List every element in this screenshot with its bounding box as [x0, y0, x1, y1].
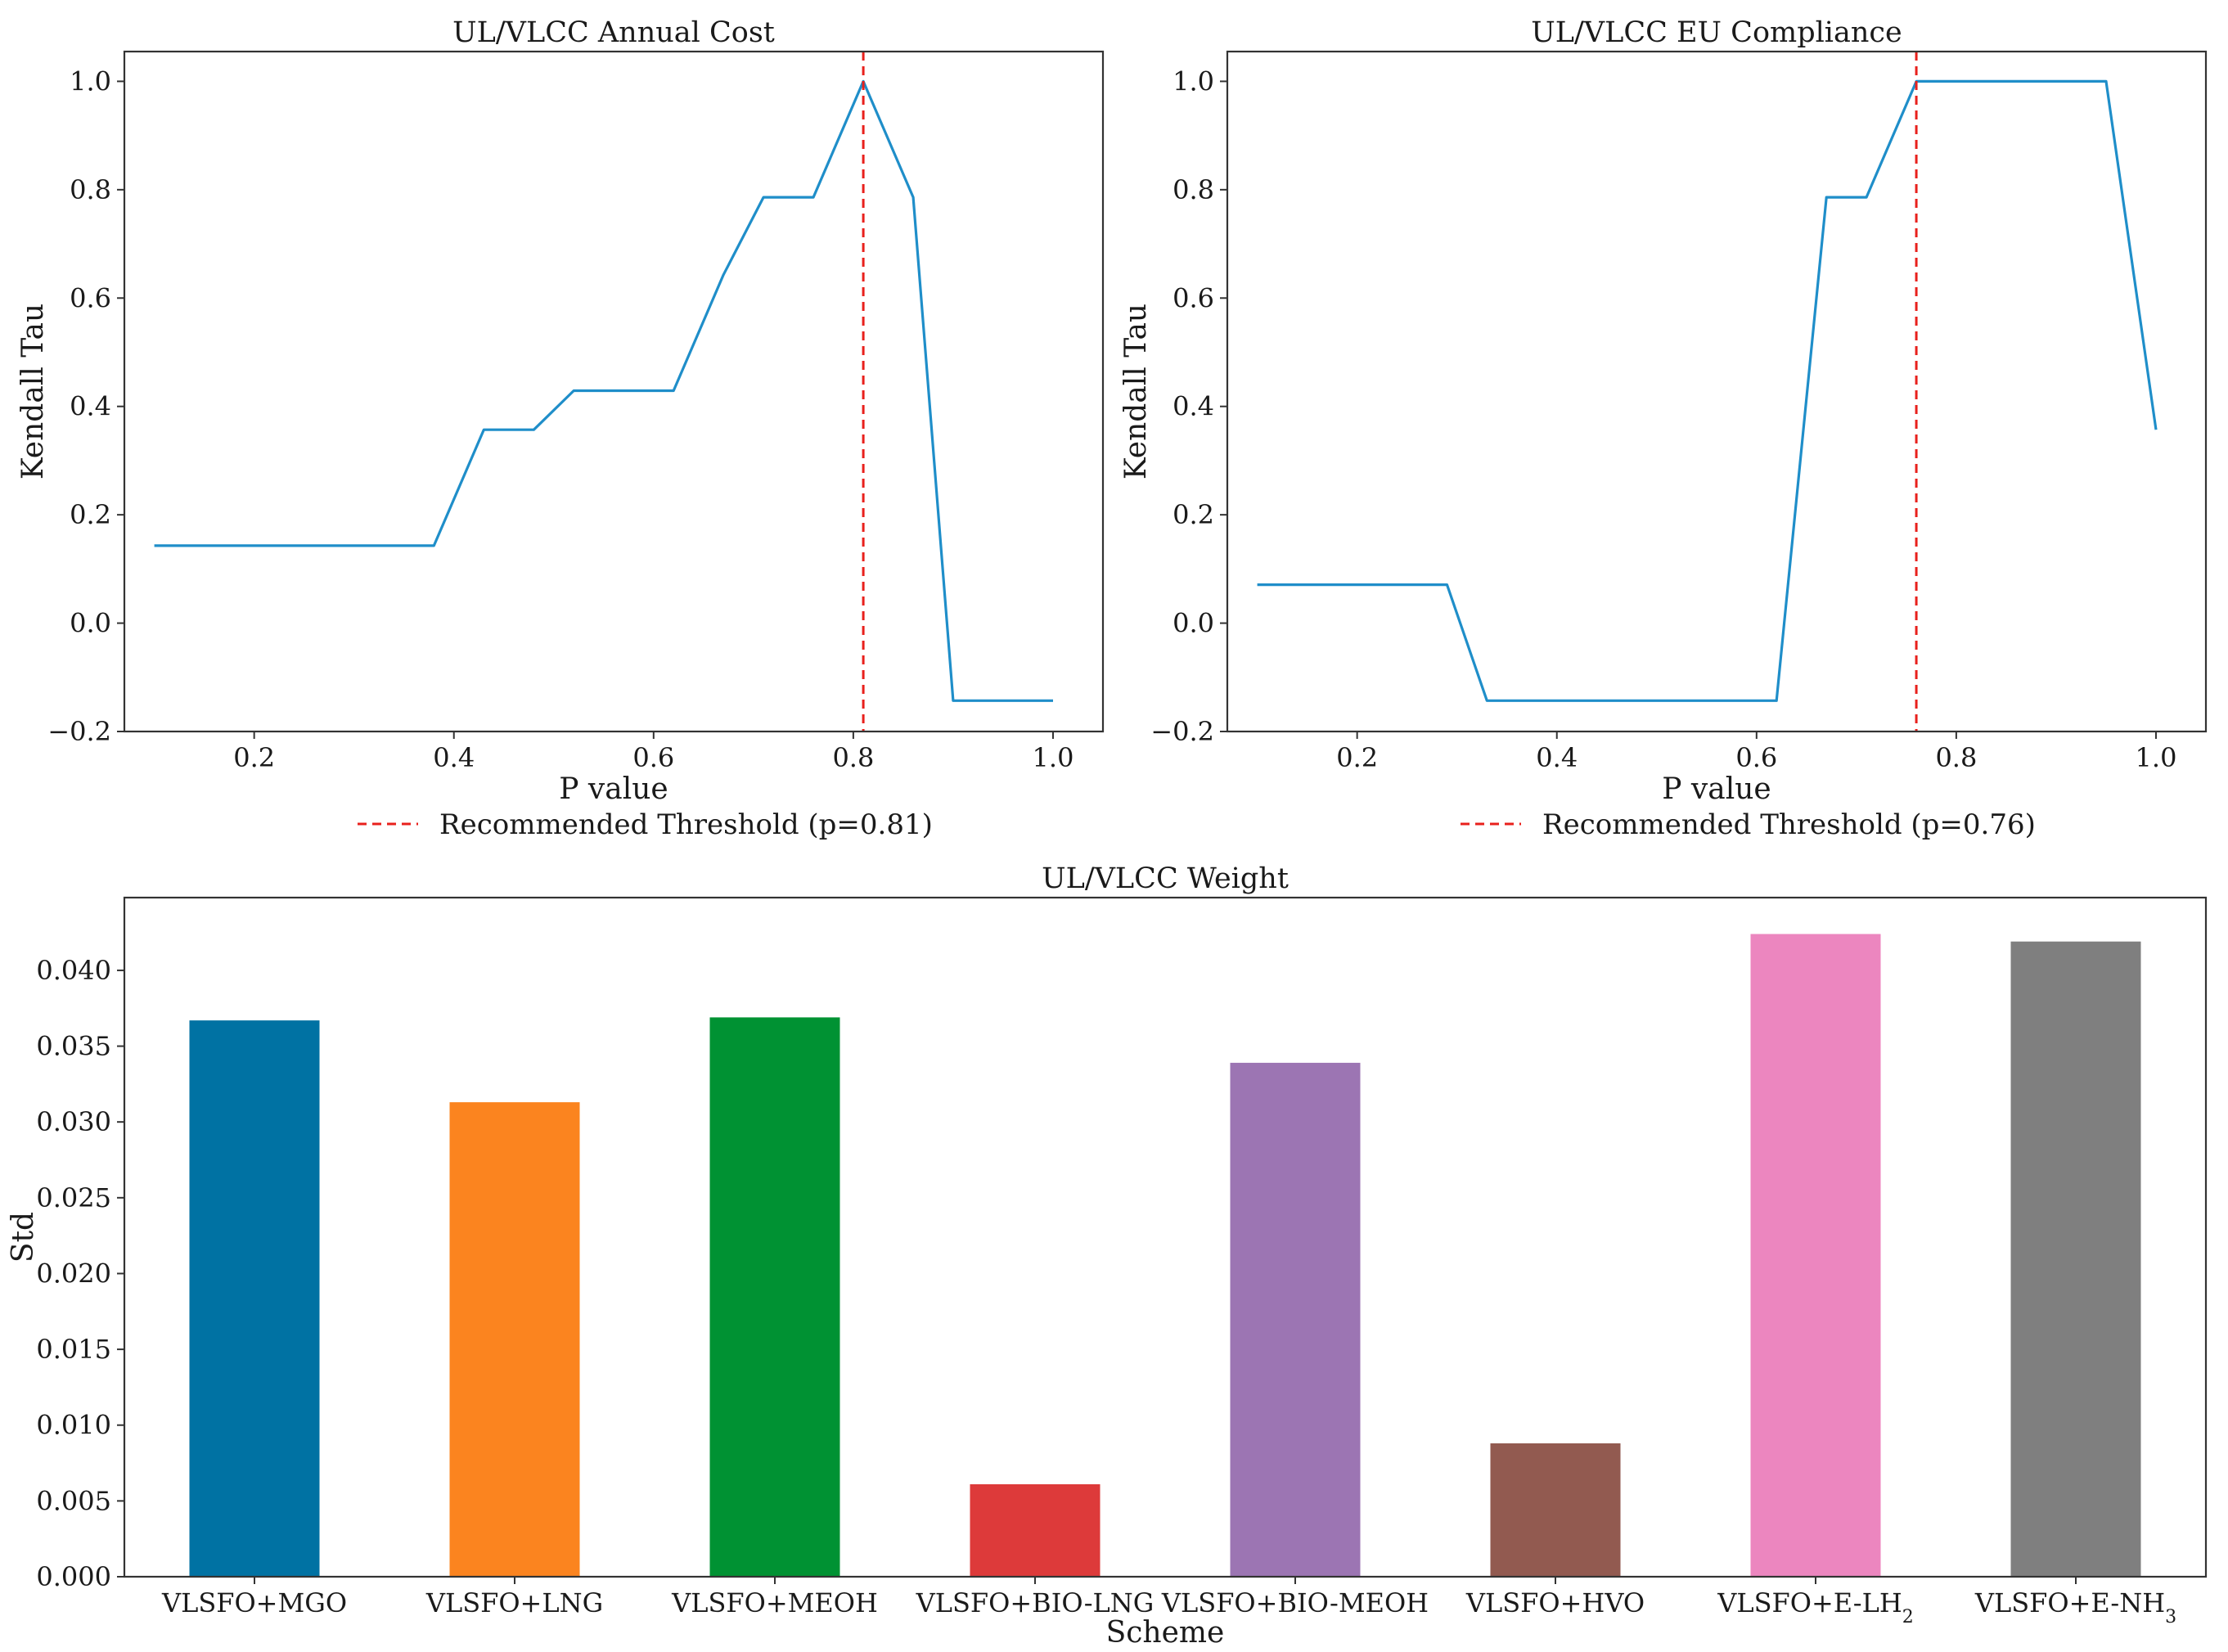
category-label-main: VLSFO+E-NH — [1974, 1587, 2165, 1618]
x-tick-label: 0.8 — [1935, 742, 1977, 773]
kendall-tau-line — [1257, 79, 2158, 702]
bar — [709, 1017, 840, 1577]
x-tick-label: 0.4 — [1536, 742, 1578, 773]
category-label-main: VLSFO+BIO-MEOH — [1161, 1587, 1429, 1618]
y-tick-label: 1.0 — [70, 65, 111, 97]
y-tick-label: 0.6 — [1173, 282, 1214, 313]
y-tick-label: 0.8 — [70, 174, 111, 205]
category-label-main: VLSFO+LNG — [425, 1587, 603, 1618]
category-label: VLSFO+HVO — [1465, 1587, 1645, 1618]
category-label: VLSFO+LNG — [425, 1587, 603, 1618]
y-tick-label: 0.030 — [36, 1106, 111, 1137]
chart-title: UL/VLCC Annual Cost — [452, 16, 775, 49]
y-tick-label: 0.2 — [70, 499, 111, 530]
y-tick-label: 0.0 — [70, 608, 111, 639]
y-tick-label: 0.005 — [36, 1485, 111, 1516]
x-axis-label: P value — [559, 772, 668, 806]
category-label-main: VLSFO+HVO — [1465, 1587, 1645, 1618]
category-label-main: VLSFO+E-LH — [1717, 1587, 1902, 1618]
x-tick-label: 1.0 — [1033, 742, 1074, 773]
category-label: VLSFO+E-LH2 — [1717, 1587, 1913, 1627]
x-tick-label: 0.2 — [233, 742, 275, 773]
category-label: VLSFO+E-NH3 — [1974, 1587, 2176, 1627]
x-tick-label: 1.0 — [2136, 742, 2177, 773]
bar — [189, 1020, 320, 1577]
y-tick-label: 0.6 — [70, 282, 111, 313]
bar — [449, 1102, 580, 1577]
category-label: VLSFO+BIO-MEOH — [1161, 1587, 1429, 1618]
category-label: VLSFO+MGO — [161, 1587, 347, 1618]
y-axis-label: Std — [7, 1212, 40, 1263]
y-tick-label: 0.010 — [36, 1410, 111, 1441]
x-tick-label: 0.4 — [433, 742, 475, 773]
plot-frame — [1226, 50, 2208, 733]
x-tick-label: 0.8 — [832, 742, 874, 773]
legend-threshold-label: Recommended Threshold (p=0.81) — [439, 808, 933, 841]
bar — [970, 1484, 1100, 1577]
category-label-main: VLSFO+MGO — [161, 1587, 347, 1618]
chart-title: UL/VLCC EU Compliance — [1531, 16, 1902, 49]
category-label-subscript: 3 — [2165, 1607, 2176, 1627]
x-tick-label: 0.6 — [1735, 742, 1777, 773]
bar — [1750, 934, 1881, 1577]
bar — [1490, 1443, 1621, 1577]
y-tick-label: 0.015 — [36, 1334, 111, 1365]
x-tick-label: 0.6 — [632, 742, 674, 773]
plot-frame — [123, 50, 1105, 733]
y-tick-label: 0.4 — [1173, 391, 1214, 422]
category-label: VLSFO+MEOH — [671, 1587, 878, 1618]
kendall-tau-line — [154, 79, 1053, 702]
y-tick-label: 0.020 — [36, 1258, 111, 1289]
y-axis-label: Kendall Tau — [16, 304, 50, 479]
legend-threshold-label: Recommended Threshold (p=0.76) — [1542, 808, 2036, 841]
y-tick-label: 0.040 — [36, 955, 111, 986]
bar — [2010, 941, 2141, 1577]
y-tick-label: 0.8 — [1173, 174, 1214, 205]
category-label-main: VLSFO+MEOH — [671, 1587, 878, 1618]
category-label-subscript: 2 — [1902, 1607, 1914, 1627]
y-tick-label: 0.2 — [1173, 499, 1214, 530]
y-axis-label: Kendall Tau — [1119, 304, 1153, 479]
y-tick-label: 0.025 — [36, 1182, 111, 1213]
category-label-main: VLSFO+BIO-LNG — [916, 1587, 1155, 1618]
y-tick-label: 0.035 — [36, 1031, 111, 1062]
plot-frame — [123, 896, 2208, 1578]
x-axis-label: Scheme — [1106, 1616, 1225, 1650]
bar — [1230, 1062, 1361, 1577]
x-axis-label: P value — [1662, 772, 1771, 806]
y-tick-label: 0.4 — [70, 391, 111, 422]
y-tick-label: 1.0 — [1173, 65, 1214, 97]
y-tick-label: −0.2 — [1150, 716, 1214, 747]
weight-bar-chart: UL/VLCC Weight 0.000 0.005 0.010 0.015 0.020 0… — [7, 862, 2208, 1650]
chart-title: UL/VLCC Weight — [1042, 862, 1289, 895]
y-tick-label: 0.000 — [36, 1561, 111, 1592]
x-tick-label: 0.2 — [1336, 742, 1378, 773]
annual-cost-chart: UL/VLCC Annual Cost 0.2 0.4 0.6 0.8 1.0 −0.2 0.… — [16, 16, 1105, 841]
category-label: VLSFO+BIO-LNG — [916, 1587, 1155, 1618]
eu-compliance-chart: UL/VLCC EU Compliance 0.2 0.4 0.6 0.8 1.0 −0.2… — [1119, 16, 2208, 841]
y-tick-label: 0.0 — [1173, 608, 1214, 639]
y-tick-label: −0.2 — [47, 716, 111, 747]
